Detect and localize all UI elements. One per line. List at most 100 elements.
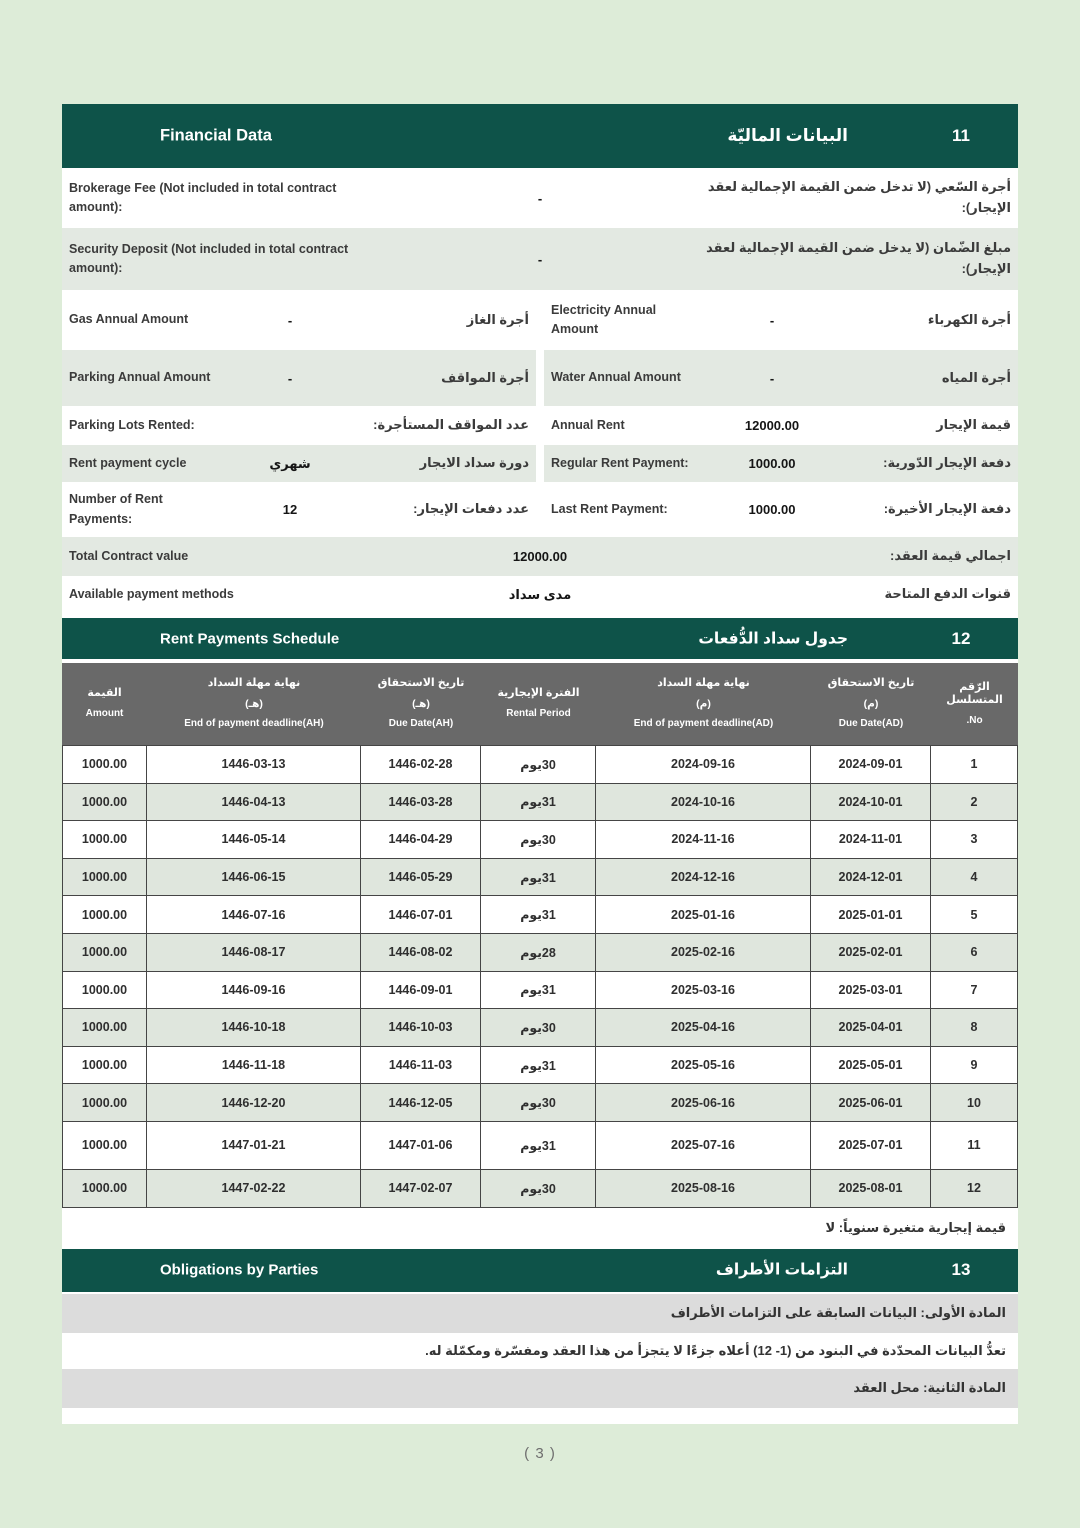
cell-amount: 1000.00 bbox=[62, 858, 147, 896]
cell-no: 7 bbox=[931, 971, 1018, 1009]
cell-deadline-ah: 1446-03-13 bbox=[147, 746, 361, 783]
field-payment-cycle: Rent payment cycle شهري دورة سداد الايجا… bbox=[62, 445, 536, 482]
schedule-row: 1000.00 1446-03-13 1446-02-28 30يوم 2024… bbox=[62, 746, 1018, 784]
cell-deadline-ad: 2025-07-16 bbox=[596, 1121, 811, 1169]
column-header-no: الرّقم المتسلسل No. bbox=[946, 680, 1003, 727]
field-value: 1000.00 bbox=[748, 456, 796, 471]
cell-no: 9 bbox=[931, 1046, 1018, 1084]
cell-deadline-ad: 2025-04-16 bbox=[596, 1009, 811, 1046]
field-label-ar: عدد دفعات الإيجار: bbox=[413, 501, 529, 517]
schedule-row: 1000.00 1447-02-22 1447-02-07 30يوم 2025… bbox=[62, 1169, 1018, 1208]
field-value: 1000.00 bbox=[748, 502, 796, 517]
field-label-en: Parking Lots Rented: bbox=[69, 417, 195, 432]
cell-amount: 1000.00 bbox=[62, 896, 147, 933]
cell-due-ad: 2025-05-01 bbox=[811, 1046, 931, 1084]
cell-due-ah: 1446-10-03 bbox=[361, 1009, 481, 1046]
schedule-row: 1000.00 1447-01-21 1447-01-06 31يوم 2025… bbox=[62, 1121, 1018, 1170]
field-label-ar: أجرة المواقف bbox=[441, 369, 529, 385]
article-second: المادة الثانية: محل العقد bbox=[62, 1368, 1018, 1408]
field-parking-lots: Parking Lots Rented: عدد المواقف المستأج… bbox=[62, 406, 536, 445]
section-number: 12 bbox=[951, 628, 971, 648]
cell-rental-period: 30يوم bbox=[481, 821, 596, 858]
field-row-numpayments-last: Number of Rent Payments: 12 عدد دفعات ال… bbox=[62, 482, 1018, 537]
cell-due-ah: 1446-07-01 bbox=[361, 896, 481, 933]
section-schedule-header: 12 جدول سداد الدُّفعات Rent Payments Sch… bbox=[62, 618, 1018, 659]
cell-rental-period: 31يوم bbox=[481, 971, 596, 1009]
field-label-en: Available payment methods bbox=[69, 586, 234, 601]
field-regular-payment: Regular Rent Payment: 1000.00 دفعة الإيج… bbox=[544, 445, 1018, 482]
cell-due-ah: 1446-04-29 bbox=[361, 821, 481, 858]
field-value: 12000.00 bbox=[512, 549, 568, 564]
cell-amount: 1000.00 bbox=[62, 746, 147, 783]
field-last-payment: Last Rent Payment: 1000.00 دفعة الإيجار … bbox=[544, 482, 1018, 537]
section-number: 13 bbox=[951, 1260, 971, 1280]
field-label-en: Total Contract value bbox=[69, 548, 189, 563]
field-brokerage-fee: Brokerage Fee (Not included in total con… bbox=[62, 168, 1018, 228]
field-payment-methods: Available payment methods مدى سداد قنوات… bbox=[62, 576, 1018, 613]
cell-due-ah: 1446-09-01 bbox=[361, 971, 481, 1009]
cell-rental-period: 31يوم bbox=[481, 783, 596, 821]
cell-due-ah: 1446-03-28 bbox=[361, 783, 481, 821]
schedule-row: 1000.00 1446-12-20 1446-12-05 30يوم 2025… bbox=[62, 1084, 1018, 1122]
field-label-en: Number of Rent Payments: bbox=[69, 492, 163, 526]
section-title-arabic: جدول سداد الدُّفعات bbox=[698, 630, 848, 647]
schedule-table-body: 1000.00 1446-03-13 1446-02-28 30يوم 2024… bbox=[62, 745, 1018, 1208]
schedule-row: 1000.00 1446-07-16 1446-07-01 31يوم 2025… bbox=[62, 896, 1018, 934]
cell-due-ah: 1446-11-03 bbox=[361, 1046, 481, 1084]
cell-deadline-ad: 2025-01-16 bbox=[596, 896, 811, 933]
field-label-en: Annual Rent bbox=[551, 417, 625, 432]
cell-no: 12 bbox=[931, 1169, 1018, 1207]
field-value: - bbox=[287, 370, 293, 386]
section-number: 11 bbox=[952, 126, 970, 145]
field-label-ar: دفعة الإيجار الأخيرة: bbox=[883, 501, 1011, 517]
cell-due-ah: 1446-12-05 bbox=[361, 1084, 481, 1121]
cell-due-ah: 1447-02-07 bbox=[361, 1169, 481, 1207]
cell-rental-period: 31يوم bbox=[481, 1046, 596, 1084]
cell-deadline-ad: 2024-09-16 bbox=[596, 746, 811, 783]
variable-rent-note: قيمة إيجارية متغيرة سنوياً: لا bbox=[62, 1207, 1018, 1249]
field-security-deposit: Security Deposit (Not included in total … bbox=[62, 228, 1018, 290]
section-title-arabic: التزامات الأطراف bbox=[715, 1261, 848, 1279]
field-label-ar: أجرة الكهرباء bbox=[927, 311, 1011, 327]
cell-due-ah: 1446-08-02 bbox=[361, 933, 481, 971]
field-value: شهري bbox=[269, 455, 311, 471]
field-label-en: Parking Annual Amount bbox=[69, 370, 211, 385]
column-header-due-ah: تاريخ الاستحقاق (هـ) Due Date(AH) bbox=[377, 677, 465, 730]
cell-amount: 1000.00 bbox=[62, 1169, 147, 1207]
field-label-en: Security Deposit (Not included in total … bbox=[69, 241, 349, 275]
schedule-row: 1000.00 1446-09-16 1446-09-01 31يوم 2025… bbox=[62, 971, 1018, 1010]
section-obligations-header: 13 التزامات الأطراف Obligations by Parti… bbox=[62, 1248, 1018, 1292]
field-label-ar: قنوات الدفع المتاحة bbox=[884, 586, 1011, 602]
schedule-row: 1000.00 1446-08-17 1446-08-02 28يوم 2025… bbox=[62, 933, 1018, 972]
schedule-row: 1000.00 1446-10-18 1446-10-03 30يوم 2025… bbox=[62, 1009, 1018, 1047]
field-label-en: Regular Rent Payment: bbox=[551, 455, 689, 470]
field-row-lots-annualrent: Parking Lots Rented: عدد المواقف المستأج… bbox=[62, 406, 1018, 445]
cell-no: 8 bbox=[931, 1009, 1018, 1046]
field-label-en: Brokerage Fee (Not included in total con… bbox=[69, 180, 337, 214]
cell-deadline-ah: 1446-04-13 bbox=[147, 783, 361, 821]
cell-no: 6 bbox=[931, 933, 1018, 971]
field-annual-rent: Annual Rent 12000.00 قيمة الإيجار bbox=[544, 406, 1018, 445]
field-value: 12000.00 bbox=[744, 418, 800, 433]
schedule-row: 1000.00 1446-05-14 1446-04-29 30يوم 2024… bbox=[62, 821, 1018, 859]
cell-no: 4 bbox=[931, 858, 1018, 896]
cell-deadline-ah: 1446-09-16 bbox=[147, 971, 361, 1009]
contract-page: 11 البيانات الماليّة Financial Data Brok… bbox=[62, 104, 1018, 1424]
cell-deadline-ah: 1446-12-20 bbox=[147, 1084, 361, 1121]
cell-amount: 1000.00 bbox=[62, 1009, 147, 1046]
cell-no: 3 bbox=[931, 821, 1018, 858]
cell-deadline-ah: 1447-01-21 bbox=[147, 1121, 361, 1169]
cell-rental-period: 30يوم bbox=[481, 1084, 596, 1121]
field-row-gas-electricity: Gas Annual Amount - أجرة الغاز Electrici… bbox=[62, 290, 1018, 350]
cell-amount: 1000.00 bbox=[62, 821, 147, 858]
cell-amount: 1000.00 bbox=[62, 933, 147, 971]
field-parking-annual: Parking Annual Amount - أجرة المواقف bbox=[62, 350, 536, 406]
field-label-ar: اجمالي قيمة العقد: bbox=[890, 548, 1011, 564]
cell-due-ad: 2024-11-01 bbox=[811, 821, 931, 858]
column-header-rental-period: الفترة الإيجارية Rental Period bbox=[497, 687, 580, 720]
cell-rental-period: 30يوم bbox=[481, 746, 596, 783]
cell-deadline-ah: 1447-02-22 bbox=[147, 1169, 361, 1207]
schedule-row: 1000.00 1446-06-15 1446-05-29 31يوم 2024… bbox=[62, 858, 1018, 897]
cell-rental-period: 31يوم bbox=[481, 858, 596, 896]
cell-due-ad: 2024-10-01 bbox=[811, 783, 931, 821]
